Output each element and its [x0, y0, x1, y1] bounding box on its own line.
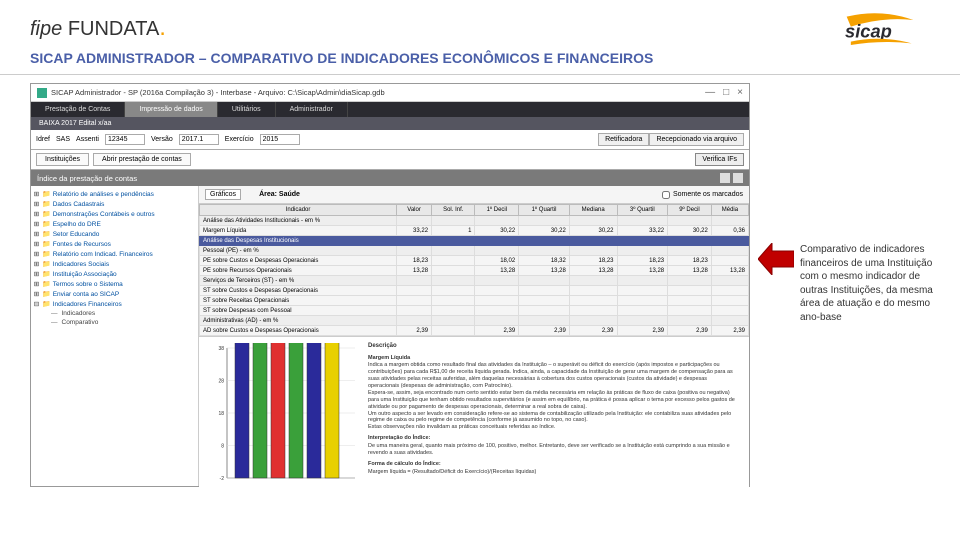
- titlebar-buttons: — □ ×: [705, 87, 743, 98]
- tab-abrir-prestacao[interactable]: Abrir prestação de contas: [93, 153, 191, 166]
- menu-administrador[interactable]: Administrador: [276, 102, 348, 117]
- tree-item[interactable]: ⊞📁Dados Cadastrais: [33, 199, 196, 209]
- titlebar: SICAP Administrador - SP (2016a Compilaç…: [31, 84, 749, 102]
- logo-dot: .: [159, 14, 166, 41]
- titlebar-text: SICAP Administrador - SP (2016a Compilaç…: [51, 88, 705, 97]
- tree-panel: ⊞📁Relatório de análises e pendências⊞📁Da…: [31, 186, 199, 486]
- graficos-dropdown[interactable]: Gráficos: [205, 189, 241, 200]
- verifica-button[interactable]: Verifica IFs: [695, 153, 744, 166]
- logo-sicap: sicap: [830, 10, 930, 45]
- comparison-chart: 38 28 18 8 -2: [205, 343, 360, 490]
- tree-item[interactable]: ⊞📁Demonstrações Contábeis e outros: [33, 209, 196, 219]
- top-header: fipe FUNDATA. sicap: [0, 0, 960, 50]
- right-panel: Gráficos Área: Saúde Somente os marcados…: [199, 186, 749, 486]
- versao-input[interactable]: [179, 134, 219, 145]
- chart-area: 38 28 18 8 -2 Descrição Margem Líquida Indic…: [199, 336, 749, 496]
- sicap-logo-svg: sicap: [830, 10, 930, 45]
- section-title: Índice da prestação de contas: [37, 174, 137, 183]
- arrow-icon: [758, 243, 794, 280]
- desc-title: Descrição: [368, 343, 739, 351]
- app-window: SICAP Administrador - SP (2016a Compilaç…: [30, 83, 750, 487]
- toolbar-row3: Instituições Abrir prestação de contas V…: [31, 150, 749, 170]
- desc-text1: Indica a margem obtida como resultado fi…: [368, 362, 739, 390]
- tab-retificadora[interactable]: Retificadora: [598, 133, 649, 146]
- section-header: Índice da prestação de contas: [31, 170, 749, 186]
- tree-item[interactable]: ⊞📁Relatório com Indicad. Financeiros: [33, 249, 196, 259]
- tree-item[interactable]: ⊞📁Instituição Associação: [33, 269, 196, 279]
- somente-checkbox[interactable]: [662, 191, 670, 199]
- description-panel: Descrição Margem Líquida Indica a margem…: [368, 343, 743, 490]
- somente-label: Somente os marcados: [673, 191, 743, 198]
- app-container: SICAP Administrador - SP (2016a Compilaç…: [30, 83, 950, 487]
- assent-label: Assenti: [76, 136, 99, 143]
- desc-text6: Margem líquida = (Resultado/Déficit do E…: [368, 469, 739, 476]
- versao-label: Versão: [151, 136, 173, 143]
- app-icon: [37, 88, 47, 98]
- tab-recepcionado[interactable]: Recepcionado via arquivo: [649, 133, 744, 146]
- print-icon[interactable]: [733, 173, 743, 183]
- menu-prestacao[interactable]: Prestação de Contas: [31, 102, 125, 117]
- main-content: ⊞📁Relatório de análises e pendências⊞📁Da…: [31, 186, 749, 486]
- section-icons: [720, 173, 743, 183]
- svg-text:-2: -2: [220, 476, 225, 482]
- logo-fipe-text: fipe: [30, 18, 62, 40]
- svg-text:18: 18: [218, 411, 224, 417]
- excel-icon[interactable]: [720, 173, 730, 183]
- tree-item[interactable]: ⊞📁Relatório de análises e pendências: [33, 189, 196, 199]
- annotation: Comparativo de indicadores financeiros d…: [758, 83, 950, 487]
- desc-text3: Um outro aspecto a ser levado em conside…: [368, 411, 739, 425]
- indicators-table: IndicadorValorSol. Inf.1º Decil1º Quarti…: [199, 204, 749, 336]
- toolbar-row1: BAIXA 2017 Edital x/aa: [31, 117, 749, 130]
- logo-fipe-fundata: fipe FUNDATA.: [30, 14, 166, 42]
- tree-item[interactable]: ⊞📁Indicadores Sociais: [33, 259, 196, 269]
- desc-text5: De uma maneira geral, quanto mais próxim…: [368, 443, 739, 457]
- svg-text:28: 28: [218, 379, 224, 385]
- sas-label: SAS: [56, 136, 70, 143]
- desc-sub1: Margem Líquida: [368, 355, 739, 362]
- tree-item[interactable]: ⊟📁Indicadores Financeiros: [33, 299, 196, 309]
- tree-item[interactable]: ⊞📁Setor Educando: [33, 229, 196, 239]
- exercicio-input[interactable]: [260, 134, 300, 145]
- area-label: Área: Saúde: [249, 191, 300, 198]
- annotation-text: Comparativo de indicadores financeiros d…: [800, 243, 950, 324]
- tree-item[interactable]: ⊞📁Fontes de Recursos: [33, 239, 196, 249]
- menu-impressao[interactable]: Impressão de dados: [125, 102, 217, 117]
- toolbar-row2: Idref SAS Assenti Versão Exercício Retif…: [31, 130, 749, 150]
- svg-text:38: 38: [218, 346, 224, 352]
- svg-text:8: 8: [221, 444, 224, 450]
- desc-sub2: Interpretação do Índice:: [368, 435, 739, 442]
- logo-fundata-text: FUNDATA: [68, 18, 159, 40]
- section-subheader: Gráficos Área: Saúde Somente os marcados: [199, 186, 749, 204]
- exercicio-label: Exercício: [225, 136, 254, 143]
- tree-sub-item[interactable]: —Indicadores: [33, 309, 196, 318]
- minimize-button[interactable]: —: [705, 87, 715, 98]
- svg-text:sicap: sicap: [845, 21, 892, 42]
- close-button[interactable]: ×: [737, 87, 743, 98]
- idref-label: Idref: [36, 136, 50, 143]
- tree-sub-item[interactable]: —Comparativo: [33, 318, 196, 327]
- tree-item[interactable]: ⊞📁Espelho do DRE: [33, 219, 196, 229]
- desc-text2: Espera-se, assim, seja encontrado num ce…: [368, 390, 739, 411]
- maximize-button[interactable]: □: [723, 87, 729, 98]
- desc-text4: Estas observações não invalidam as práti…: [368, 424, 739, 431]
- menubar: Prestação de Contas Impressão de dados U…: [31, 102, 749, 117]
- desc-sub3: Forma de cálculo do Índice:: [368, 461, 739, 468]
- assent-input[interactable]: [105, 134, 145, 145]
- tree-item[interactable]: ⊞📁Termos sobre o Sistema: [33, 279, 196, 289]
- menu-utilitarios[interactable]: Utilitários: [218, 102, 276, 117]
- tab-instituicoes[interactable]: Instituições: [36, 153, 89, 166]
- tree-item[interactable]: ⊞📁Enviar conta ao SICAP: [33, 289, 196, 299]
- page-title: SICAP ADMINISTRADOR – COMPARATIVO DE IND…: [0, 50, 960, 75]
